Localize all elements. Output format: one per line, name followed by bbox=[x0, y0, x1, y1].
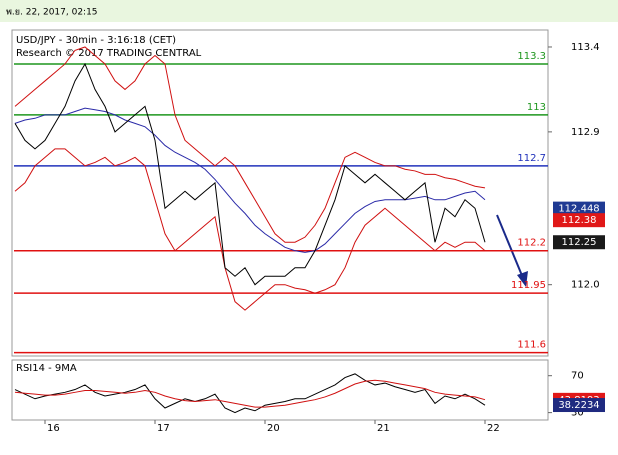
y-tick-label: 70 bbox=[571, 371, 584, 382]
level-label: 111.6 bbox=[517, 340, 546, 351]
series-line bbox=[14, 148, 486, 311]
price-marker bbox=[553, 213, 605, 228]
x-tick-label: 20 bbox=[267, 423, 280, 434]
level-label: 111.95 bbox=[511, 280, 546, 291]
y-tick-label: 112.0 bbox=[571, 280, 600, 291]
price-marker bbox=[553, 398, 605, 413]
y-tick-label: 112.9 bbox=[571, 127, 600, 138]
forecast-arrowhead bbox=[517, 271, 528, 287]
main-panel bbox=[11, 29, 549, 357]
x-tick-label: 17 bbox=[157, 423, 170, 434]
level-label: 113.3 bbox=[517, 51, 546, 62]
level-label: 112.2 bbox=[517, 238, 546, 249]
header-bar bbox=[0, 0, 618, 22]
price-marker-label: 112.38 bbox=[562, 215, 597, 226]
chart-title: USD/JPY - 30min - 3:16:18 (CET) bbox=[16, 35, 176, 46]
chart-subtitle: Research © 2017 TRADING CENTRAL bbox=[16, 48, 202, 59]
price-marker-label: 112.25 bbox=[562, 237, 597, 248]
forecast-arrow bbox=[496, 214, 524, 279]
price-marker-label: 112.448 bbox=[558, 204, 599, 215]
header-date: พ.ย. 22, 2017, 02:15 bbox=[6, 8, 98, 18]
level-label: 112.7 bbox=[517, 153, 546, 164]
series-line bbox=[14, 373, 486, 414]
y-tick-label: 113.4 bbox=[571, 42, 600, 53]
y-tick-label: 30 bbox=[571, 408, 584, 419]
series-line bbox=[14, 46, 486, 243]
series-line bbox=[14, 107, 486, 253]
x-tick-label: 22 bbox=[487, 423, 500, 434]
series-line bbox=[14, 62, 486, 286]
price-marker bbox=[553, 235, 605, 250]
rsi-title: RSI14 - 9MA bbox=[16, 363, 77, 374]
price-marker-label: 38.2234 bbox=[558, 400, 599, 411]
series-line bbox=[14, 379, 486, 408]
price-marker bbox=[553, 201, 605, 216]
level-label: 113 bbox=[527, 102, 546, 113]
x-tick-label: 16 bbox=[47, 423, 60, 434]
rsi-panel bbox=[11, 359, 549, 421]
x-tick-label: 21 bbox=[377, 423, 390, 434]
